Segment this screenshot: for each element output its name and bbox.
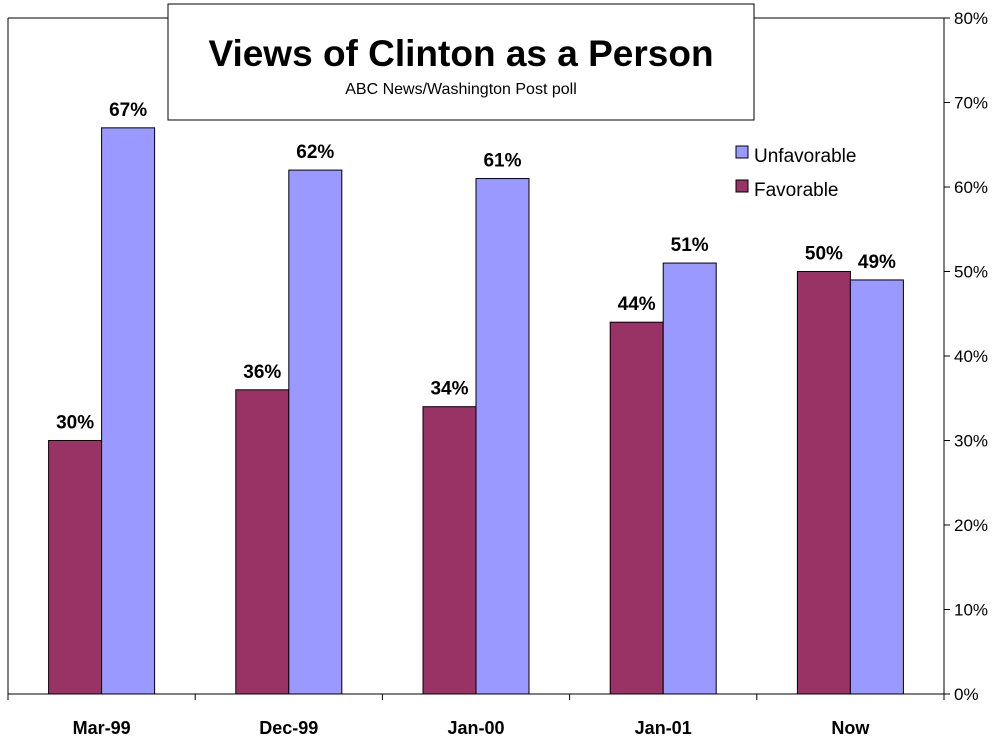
bar-favorable-now xyxy=(796,271,851,695)
bar-favorable-jan-01 xyxy=(609,321,664,695)
data-label-unfavorable-jan-00: 61% xyxy=(483,151,521,172)
x-tick-label-mar-99: Mar-99 xyxy=(73,718,131,738)
data-labels-group: 30% 67% 36% 62% 34% 61% 44% 51% 50% 49% xyxy=(56,100,896,434)
data-label-favorable-mar-99: 30% xyxy=(56,413,94,434)
legend-label-favorable: Favorable xyxy=(754,180,839,201)
bars-group xyxy=(48,127,904,695)
y-tick-label-80pct: 80% xyxy=(954,9,988,28)
title-box: Views of Clinton as a Person ABC News/Wa… xyxy=(167,3,755,121)
x-tick-label-now: Now xyxy=(831,718,870,738)
legend-swatch-unfavorable xyxy=(735,145,749,159)
bar-favorable-mar-99 xyxy=(48,440,103,695)
legend-label-unfavorable: Unfavorable xyxy=(754,146,856,167)
bar-favorable-jan-00 xyxy=(422,406,477,695)
x-axis: Mar-99 Dec-99 Jan-00 Jan-01 Now xyxy=(7,693,945,738)
data-label-unfavorable-mar-99: 67% xyxy=(109,100,147,121)
bar-unfavorable-mar-99 xyxy=(101,127,156,695)
x-tick-label-dec-99: Dec-99 xyxy=(259,718,318,738)
data-label-favorable-jan-00: 34% xyxy=(430,379,468,400)
y-tick-label-70pct: 70% xyxy=(954,94,988,113)
bar-unfavorable-jan-00 xyxy=(475,178,530,695)
x-tick-label-jan-01: Jan-01 xyxy=(635,718,692,738)
title-box-border xyxy=(167,3,755,121)
y-tick-label-60pct: 60% xyxy=(954,178,988,197)
bar-favorable-dec-99 xyxy=(235,389,290,695)
y-tick-label-0pct: 0% xyxy=(954,685,979,704)
data-label-unfavorable-now: 49% xyxy=(858,252,896,273)
bar-unfavorable-jan-01 xyxy=(662,262,717,695)
data-label-favorable-now: 50% xyxy=(805,244,843,265)
y-tick-label-10pct: 10% xyxy=(954,601,988,620)
data-label-unfavorable-jan-01: 51% xyxy=(671,235,709,256)
x-tick-label-jan-00: Jan-00 xyxy=(447,718,504,738)
y-tick-label-20pct: 20% xyxy=(954,516,988,535)
legend-swatch-favorable xyxy=(735,179,749,193)
bar-unfavorable-dec-99 xyxy=(288,169,343,695)
bar-unfavorable-now xyxy=(849,279,904,695)
data-label-favorable-dec-99: 36% xyxy=(243,362,281,383)
y-tick-label-50pct: 50% xyxy=(954,263,988,282)
data-label-favorable-jan-01: 44% xyxy=(618,294,656,315)
chart-title: Views of Clinton as a Person xyxy=(208,33,713,74)
chart-subtitle: ABC News/Washington Post poll xyxy=(345,81,577,98)
data-label-unfavorable-dec-99: 62% xyxy=(296,142,334,163)
legend: Unfavorable Favorable xyxy=(735,145,856,201)
y-axis: 0% 10% 20% 30% 40% 50% 60% 70% 80% xyxy=(943,9,988,704)
y-tick-label-40pct: 40% xyxy=(954,347,988,366)
y-tick-label-30pct: 30% xyxy=(954,432,988,451)
